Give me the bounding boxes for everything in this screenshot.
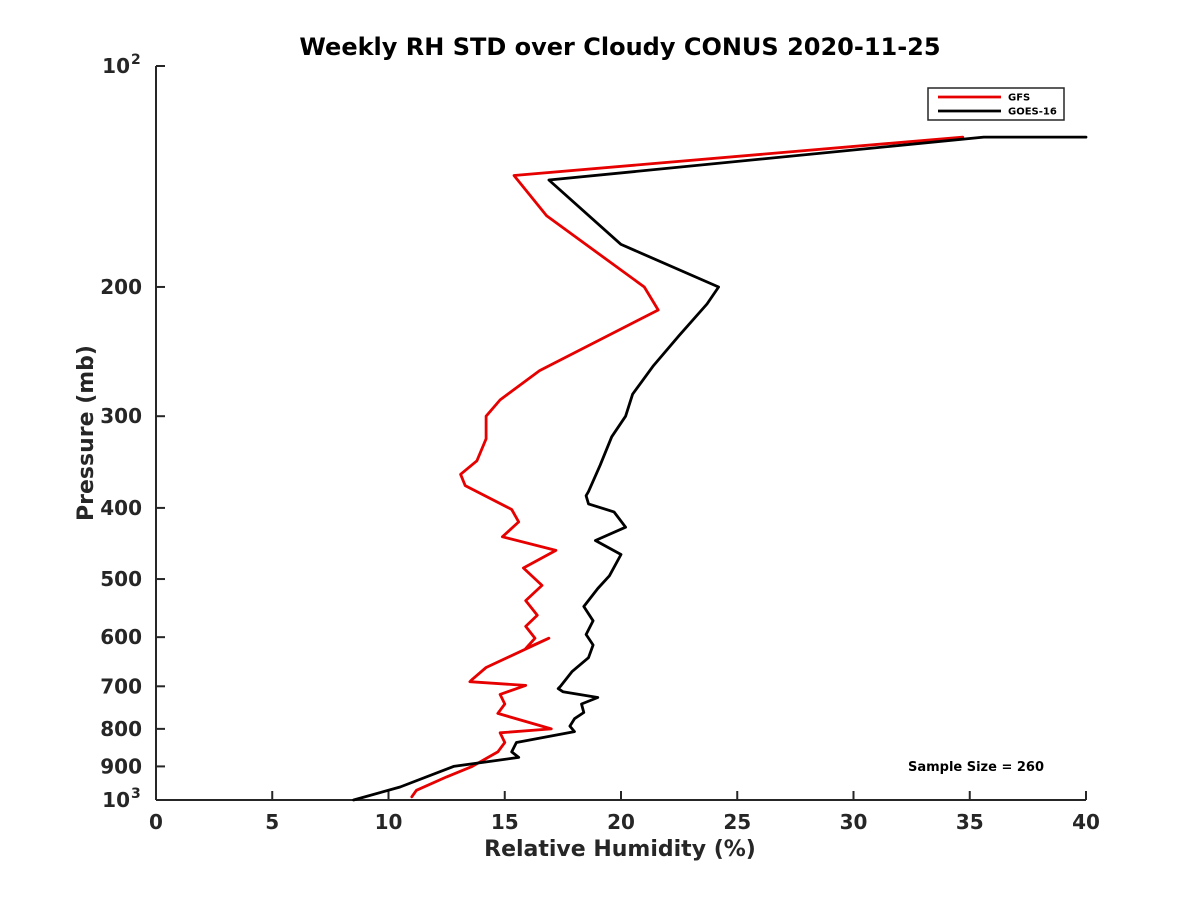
x-tick-label: 5 [265,810,279,834]
y-tick-label: 800 [100,717,142,741]
series-line-goes-16 [352,135,1088,802]
y-tick-exponent: 3 [131,786,141,802]
legend: GFS GOES-16 [927,87,1065,121]
y-tick-exponent: 2 [131,52,141,68]
series-layer [352,135,1088,802]
y-tick-label: 10 [102,788,130,812]
y-tick-label: 500 [100,567,142,591]
y-tick-label: 300 [100,404,142,428]
y-axis-label: Pressure (mb) [74,345,99,521]
x-tick-label: 40 [1072,810,1100,834]
y-tick-label: 10 [102,54,130,78]
legend-label: GFS [1008,93,1030,104]
x-tick-label: 15 [491,810,519,834]
x-axis-label: Relative Humidity (%) [484,837,756,862]
legend-box [927,87,1065,121]
y-tick-label: 900 [100,754,142,778]
sample-size-annotation: Sample Size = 260 [908,760,1044,775]
x-tick-label: 30 [840,810,868,834]
chart-title: Weekly RH STD over Cloudy CONUS 2020-11-… [299,33,940,61]
x-tick-label: 25 [723,810,751,834]
y-tick-label: 700 [100,674,142,698]
y-tick-label: 600 [100,625,142,649]
y-tick-label: 400 [100,496,142,520]
x-tick-label: 35 [956,810,984,834]
series-line-gfs [410,135,965,799]
x-tick-label: 10 [375,810,403,834]
labels: Weekly RH STD over Cloudy CONUS 2020-11-… [74,33,1044,862]
y-tick-label: 200 [100,275,142,299]
x-tick-label: 20 [607,810,635,834]
legend-label: GOES-16 [1008,107,1057,118]
x-tick-label: 0 [149,810,163,834]
